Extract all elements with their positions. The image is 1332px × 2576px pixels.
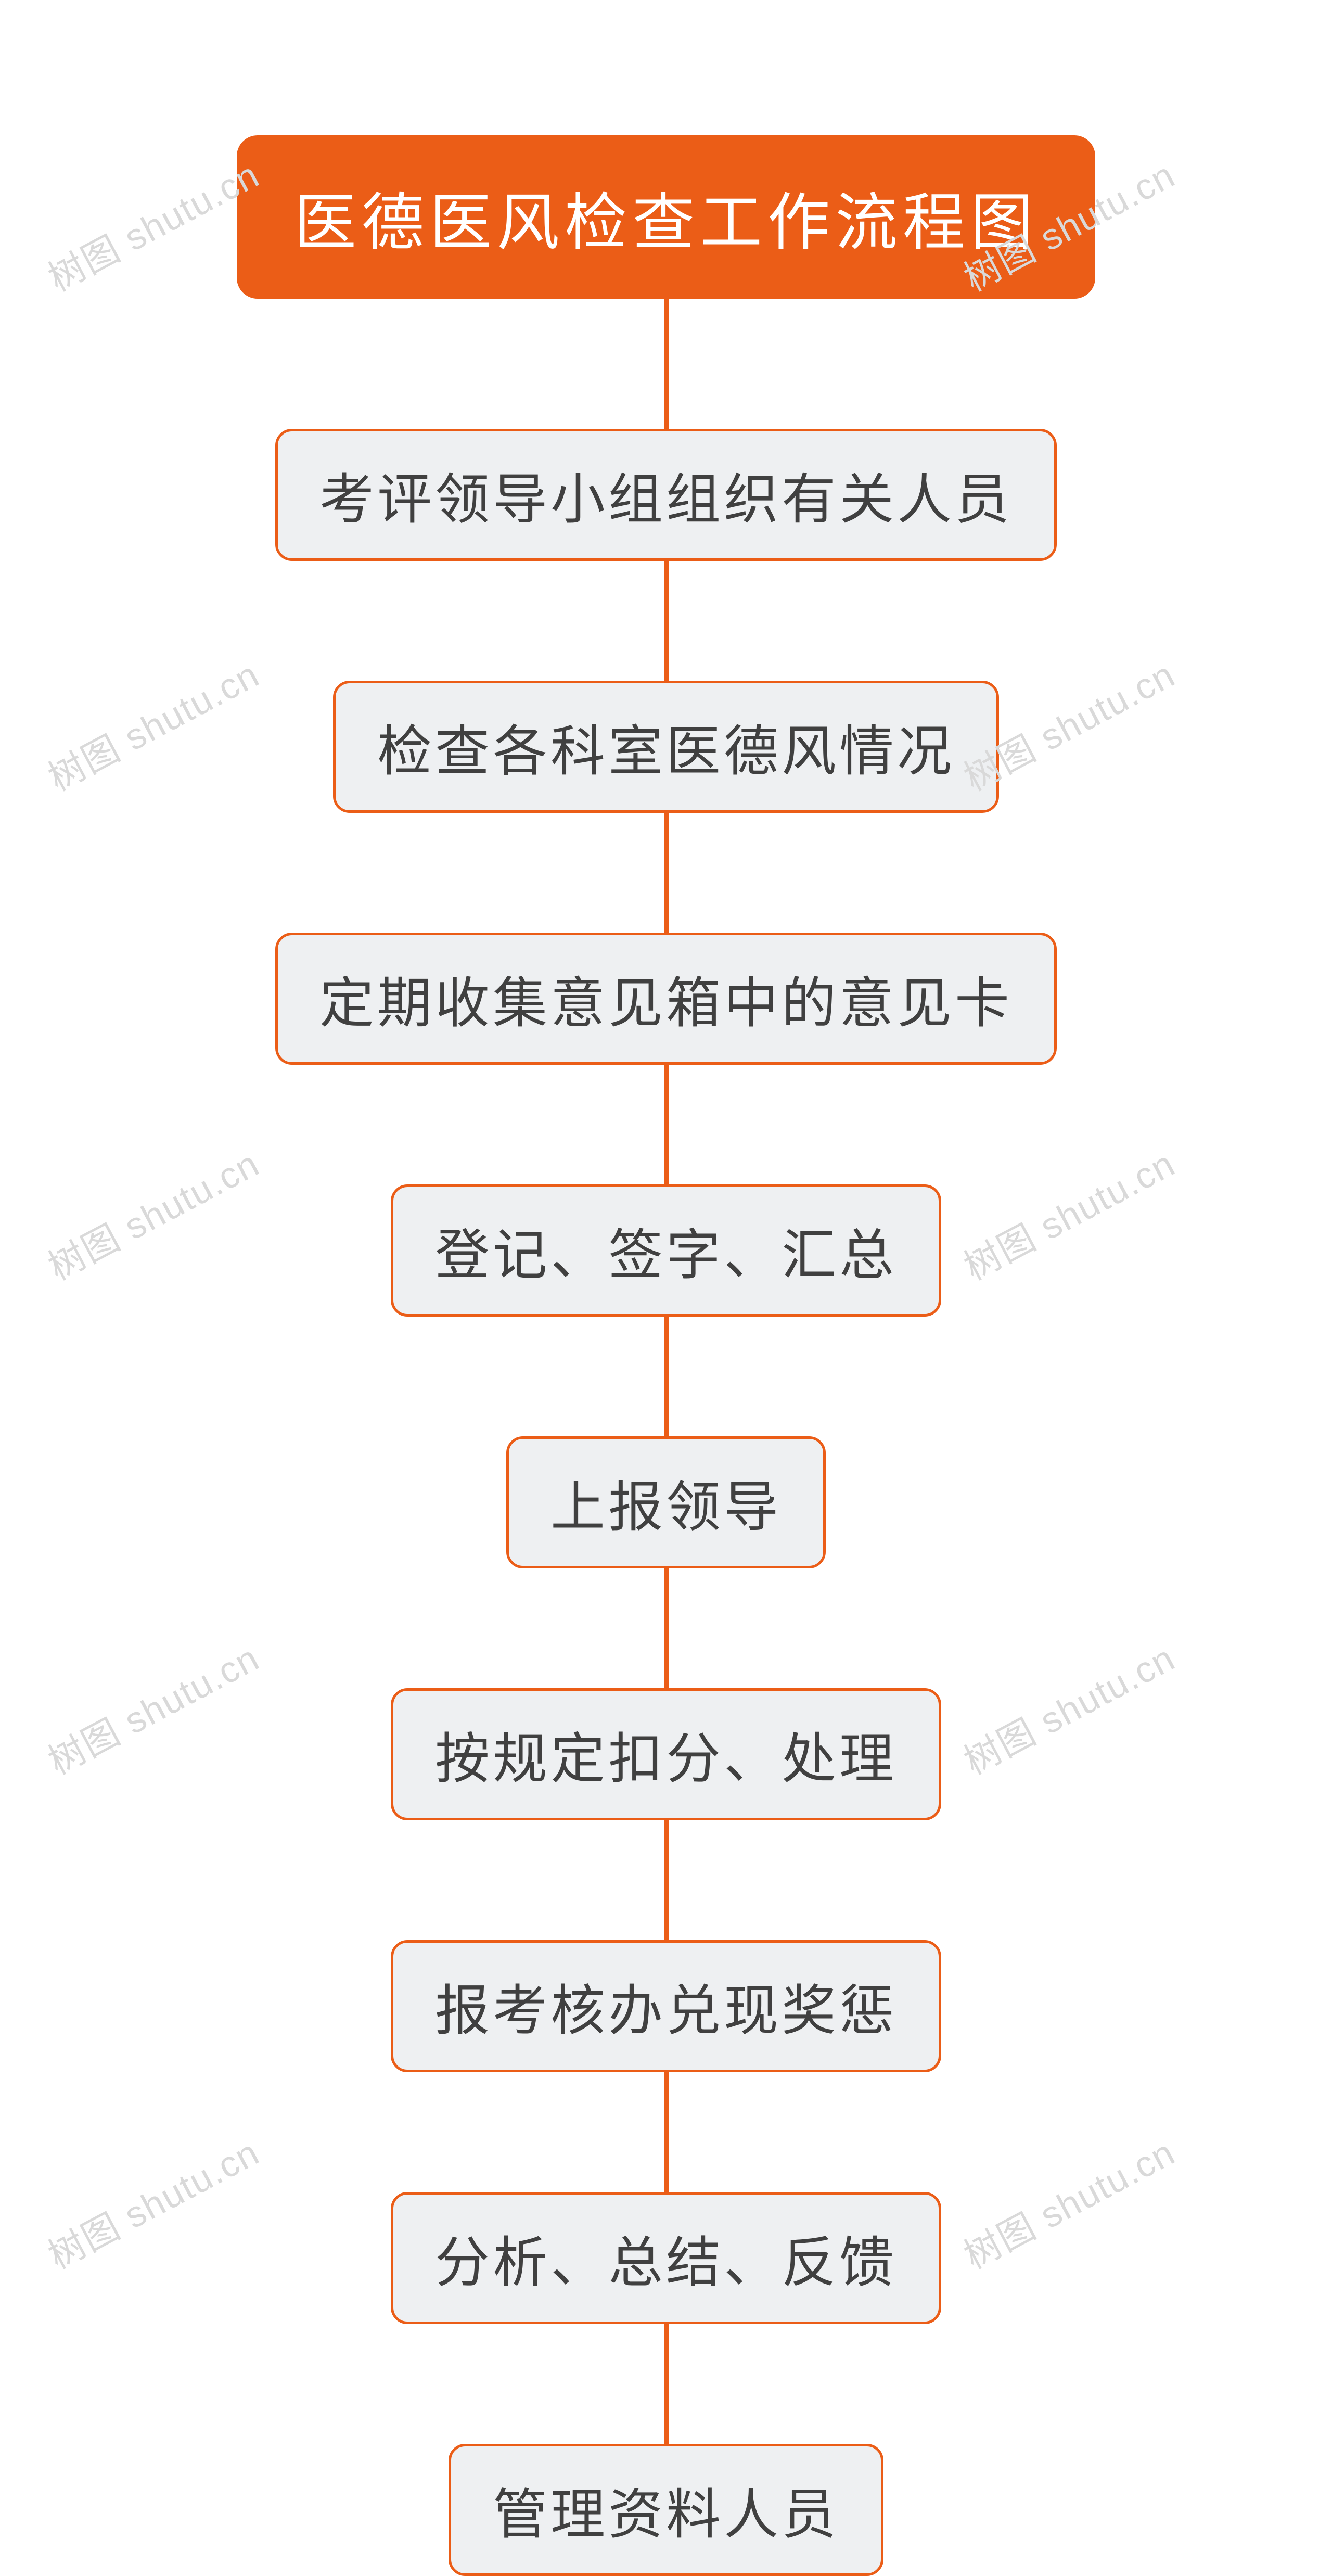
flowchart-step-3: 定期收集意见箱中的意见卡 <box>275 933 1057 1065</box>
flowchart-step-6: 按规定扣分、处理 <box>391 1688 941 1820</box>
connector-8 <box>664 2324 669 2444</box>
connector-5 <box>664 1568 669 1688</box>
flowchart-step-9: 管理资料人员 <box>449 2444 883 2576</box>
connector-2 <box>664 813 669 933</box>
connector-1 <box>664 561 669 681</box>
watermark: 树图 shutu.cn <box>37 2124 267 2279</box>
flowchart-step-7: 报考核办兑现奖惩 <box>391 1940 941 2072</box>
watermark: 树图 shutu.cn <box>37 1629 267 1785</box>
flowchart-step-2: 检查各科室医德风情况 <box>333 681 999 813</box>
watermark: 树图 shutu.cn <box>37 146 267 302</box>
connector-6 <box>664 1820 669 1940</box>
watermark: 树图 shutu.cn <box>37 1135 267 1291</box>
flowchart-step-8: 分析、总结、反馈 <box>391 2192 941 2324</box>
connector-after-title <box>664 299 669 429</box>
flowchart-step-4: 登记、签字、汇总 <box>391 1184 941 1317</box>
connector-7 <box>664 2072 669 2192</box>
flowchart-container: 医德医风检查工作流程图 考评领导小组组织有关人员检查各科室医德风情况定期收集意见… <box>237 135 1095 2576</box>
watermark: 树图 shutu.cn <box>37 646 267 801</box>
flowchart-step-1: 考评领导小组组织有关人员 <box>275 429 1057 561</box>
flowchart-step-5: 上报领导 <box>506 1436 826 1568</box>
connector-4 <box>664 1317 669 1436</box>
connector-3 <box>664 1065 669 1184</box>
flowchart-title-node: 医德医风检查工作流程图 <box>237 135 1095 299</box>
